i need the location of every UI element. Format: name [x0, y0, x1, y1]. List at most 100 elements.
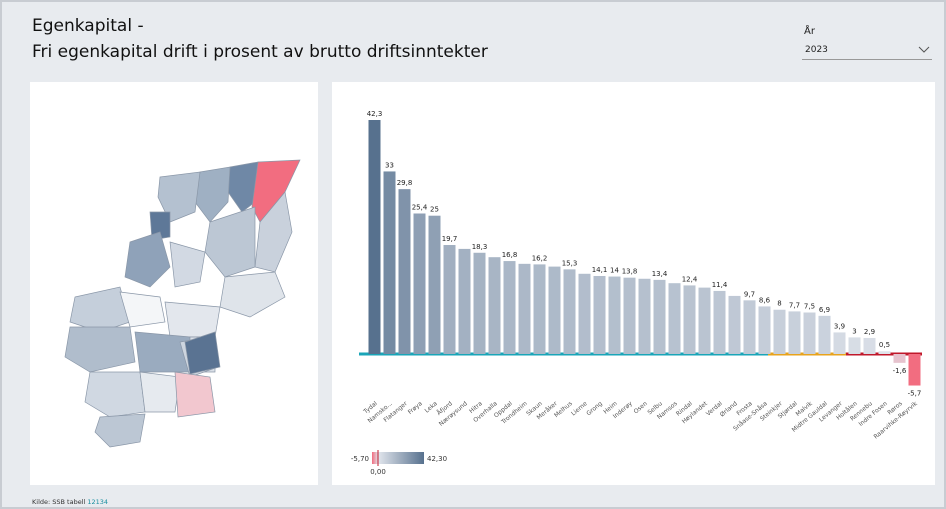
title: Egenkapital - — [32, 16, 144, 36]
data-label: 9,7 — [744, 290, 755, 298]
legend-max: 42,30 — [427, 455, 447, 463]
data-label: 18,3 — [472, 243, 488, 251]
data-label: 8,6 — [759, 296, 771, 304]
region — [139, 371, 181, 413]
region — [164, 301, 221, 338]
source-link[interactable]: 12134 — [87, 498, 109, 506]
bar — [758, 306, 771, 354]
data-label: 12,4 — [682, 275, 698, 283]
bar — [713, 290, 726, 354]
region — [124, 231, 171, 288]
bar — [698, 287, 711, 354]
x-tick-label: Ørland — [719, 400, 739, 418]
x-tick-label: Frøya — [407, 400, 424, 416]
region — [134, 331, 191, 373]
bar — [398, 189, 411, 354]
region — [94, 413, 146, 448]
data-label: 29,8 — [397, 179, 413, 187]
filter-label: År — [804, 26, 815, 37]
data-label: 19,7 — [442, 235, 458, 243]
data-label: 13,8 — [622, 268, 638, 276]
bar — [773, 309, 786, 354]
bar — [743, 300, 756, 354]
bar — [788, 311, 801, 354]
data-label: 3,9 — [834, 322, 845, 330]
data-label: 25,4 — [412, 203, 428, 211]
bar — [878, 351, 891, 354]
bar — [593, 276, 606, 354]
bar — [803, 312, 816, 354]
bar — [443, 245, 456, 354]
data-label: -5,7 — [908, 390, 922, 398]
data-label: 3 — [852, 327, 856, 335]
bar — [578, 273, 591, 354]
x-tick-label: Osen — [633, 400, 649, 415]
region — [254, 191, 293, 273]
bar — [728, 295, 741, 354]
data-label: 7,7 — [789, 301, 800, 309]
data-label: 13,4 — [652, 270, 668, 278]
bar — [623, 277, 636, 354]
chevron — [918, 46, 930, 53]
bar — [503, 261, 516, 354]
data-label: 16,2 — [532, 254, 548, 262]
region — [204, 206, 256, 278]
bar — [608, 276, 621, 354]
bar-chart: -5,70 0,00 42,30 42,3Tydal33Namsko...29,… — [351, 110, 922, 476]
legend-gradient — [372, 452, 424, 464]
region — [169, 241, 206, 288]
map-panel — [30, 82, 318, 485]
bar — [863, 337, 876, 354]
chart-panel: -5,70 0,00 42,30 42,3 Tydal 33 Namsko... 29,… — [332, 82, 935, 485]
subtitle: Fri egenkapital drift i prosent av brutt… — [32, 42, 488, 62]
bar — [848, 337, 861, 354]
bar — [683, 285, 696, 354]
map — [64, 159, 301, 448]
x-tick-label: Lierne — [570, 400, 589, 417]
data-label: 7,5 — [804, 303, 815, 311]
bar — [668, 283, 681, 354]
data-label: 14,1 — [592, 266, 608, 274]
region — [184, 331, 221, 375]
bar — [458, 248, 471, 354]
bar — [488, 257, 501, 354]
footer: Kilde: SSB tabell 12134 — [32, 498, 108, 506]
data-label: 15,3 — [562, 259, 578, 267]
bar — [548, 266, 561, 354]
bar — [413, 213, 426, 354]
region — [84, 371, 146, 418]
data-label: 8 — [777, 300, 781, 308]
bar — [473, 252, 486, 354]
dropdown-value: 2023 — [805, 45, 828, 55]
data-label: 33 — [385, 161, 394, 169]
bar — [383, 171, 396, 354]
region — [119, 291, 166, 328]
bar — [428, 215, 441, 354]
legend-mid: 0,00 — [370, 468, 386, 476]
data-label: 42,3 — [367, 110, 383, 118]
bar — [518, 263, 531, 354]
bar — [818, 315, 831, 354]
region — [219, 271, 286, 318]
data-label: 14 — [610, 267, 619, 275]
region — [194, 166, 231, 223]
data-label: 16,8 — [502, 251, 518, 259]
year-dropdown[interactable]: 2023 — [802, 40, 932, 60]
data-label: -1,6 — [893, 367, 907, 375]
bar — [533, 264, 546, 354]
bar — [653, 279, 666, 354]
data-label: 6,9 — [819, 306, 830, 314]
bar — [638, 278, 651, 354]
region — [64, 326, 136, 373]
bar — [368, 120, 381, 354]
data-label: 25 — [430, 206, 439, 214]
data-label: 2,9 — [864, 328, 875, 336]
bar — [833, 332, 846, 354]
bar — [563, 269, 576, 354]
data-label: 11,4 — [712, 281, 728, 289]
region — [149, 211, 171, 241]
region — [157, 171, 201, 223]
bar — [893, 354, 906, 363]
legend-min: -5,70 — [351, 455, 369, 463]
